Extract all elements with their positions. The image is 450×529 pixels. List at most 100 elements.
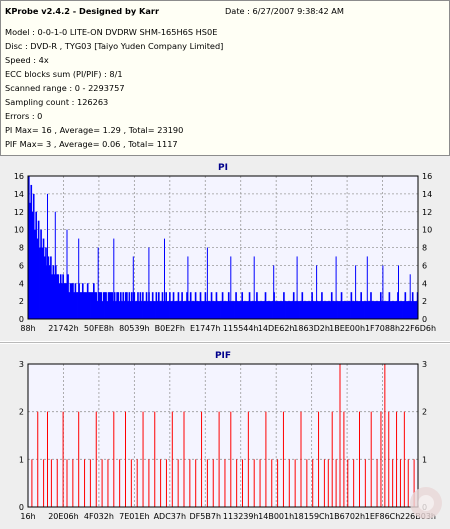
pif-ytick-left-0: 0 [19,503,24,512]
pi-bar [361,301,364,320]
pi-bar [75,292,78,319]
pi-bar [286,301,289,320]
pi-bar [245,301,247,320]
pi-bar [149,301,152,320]
info-panel: KProbe v2.4.2 - Designed by Karr Date : … [0,0,450,156]
pi-bar [211,301,214,320]
pi-bar [111,292,114,319]
pif-xtick-6: 113239h [223,512,259,521]
pif-xtick-9: 1B6702h [329,512,365,521]
pi-bar [386,301,388,320]
pi-bar [237,301,240,320]
pi-bar [121,301,123,320]
pif-xtick-5: DF5B7h [190,512,222,521]
pi-bar [73,292,76,319]
pi-bar [378,301,381,320]
pi-bar [178,301,181,320]
pi-ytick-left-2: 2 [19,297,24,306]
pi-bar [137,292,139,319]
pif-xtick-10: 1EF86Ch [365,512,401,521]
pi-bar [415,301,418,320]
pi-bar [220,301,223,320]
pi-bar [269,301,272,320]
pi-bar [77,292,79,319]
pi-ytick-right-4: 4 [422,279,427,288]
pi-bar [332,301,334,320]
pi-bar [303,301,306,320]
pi-bar [274,301,277,320]
pi-bar [128,292,131,319]
pi-bar [160,301,163,320]
pi-bar [221,292,224,319]
pi-bar [335,301,338,320]
info-disc: Disc : DVD-R , TYG03 [Taiyo Yuden Compan… [5,41,224,51]
pi-bar [95,292,98,319]
pi-bar [72,283,74,319]
pi-bar [234,301,236,320]
pi-bar [379,292,382,319]
pi-bar [338,301,340,320]
pi-bar [238,301,241,320]
pi-ytick-right-16: 16 [422,172,432,181]
pi-bar [357,301,360,320]
pi-bar [131,292,133,319]
pi-bar [50,256,52,319]
pi-bar [173,301,176,320]
pi-bar [252,301,255,320]
pif-xtick-3: 7E01Eh [119,512,149,521]
info-speed: Speed : 4x [5,55,49,65]
pi-bar [123,301,126,320]
pi-bar [413,301,415,320]
pi-bar [140,301,143,320]
pi-bar [202,301,204,320]
pi-bar [154,301,156,320]
pi-chart-title: PI [218,163,228,173]
pi-bar [339,301,342,320]
pi-bar [301,292,304,319]
pi-bar [172,292,175,319]
pi-ytick-left-10: 10 [14,226,24,235]
pi-bar [145,292,148,319]
pi-bar [294,301,296,320]
pi-bar [227,292,230,319]
pi-bar [272,301,274,320]
pi-bar [327,301,329,320]
pi-bar [94,292,96,319]
app-title: KProbe v2.4.2 - Designed by Karr [5,6,159,16]
pi-bar [226,301,229,320]
pi-bar [100,292,102,319]
pi-bar [270,301,273,320]
pi-bar [176,301,179,320]
pi-bar [134,301,137,320]
pi-bar [414,301,416,320]
pi-ytick-left-6: 6 [19,261,24,270]
pi-bar [139,292,142,319]
pi-bar [101,301,104,320]
pi-bar [351,301,354,320]
pi-bar [158,292,160,319]
pi-bar [397,292,399,319]
pi-bar [110,292,112,319]
pi-ytick-right-2: 2 [422,297,427,306]
pi-bar [194,292,197,319]
pi-bar [256,292,258,319]
pi-bar [183,301,186,320]
pi-bar [127,301,129,320]
pi-bar [210,292,213,319]
pi-bar [213,301,215,320]
pi-ytick-left-8: 8 [19,244,24,253]
pi-bar [370,292,372,319]
pi-bar [116,292,118,319]
pi-bar [96,301,99,320]
pi-bar [184,301,187,320]
pi-bar [276,301,279,320]
pi-bar [45,247,47,319]
pi-bar [362,301,365,320]
pi-bar [305,301,307,320]
pi-bar [39,247,41,319]
pi-bar [225,301,228,320]
pi-bar [68,292,71,319]
pi-bar [318,301,321,320]
pi-bar [69,283,72,319]
pi-bar [223,301,225,320]
